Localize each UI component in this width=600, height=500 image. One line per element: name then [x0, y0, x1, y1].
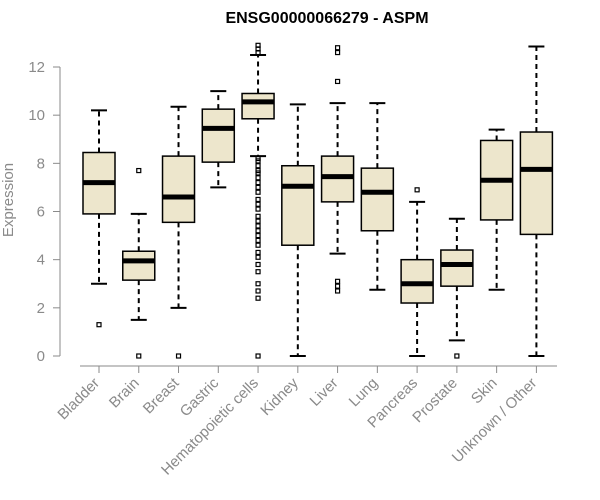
y-tick-label: 6	[37, 204, 45, 221]
outlier-point	[255, 170, 261, 176]
outlier-point	[334, 49, 341, 56]
outlier-point	[255, 281, 261, 287]
x-tick-label: Breast	[140, 374, 183, 417]
box-bladder	[82, 109, 116, 328]
box-brain	[122, 167, 156, 359]
outlier-point	[334, 283, 341, 289]
box-skin	[479, 128, 514, 291]
x-tick-label: Liver	[307, 375, 342, 410]
boxes-group	[82, 42, 554, 359]
iqr-box	[161, 155, 196, 224]
outlier-point	[255, 232, 261, 239]
outlier-point	[334, 278, 341, 284]
box-kidney	[281, 103, 315, 357]
outlier-point	[255, 184, 261, 191]
iqr-box	[519, 131, 554, 236]
box-breast	[161, 105, 196, 359]
outlier-point	[255, 353, 261, 359]
outlier-point	[255, 288, 261, 294]
x-tick-label: Skin	[468, 375, 501, 408]
outlier-point	[255, 295, 261, 301]
outlier-point	[255, 218, 261, 224]
x-tick-label: Lung	[346, 375, 382, 411]
outlier-point	[255, 237, 261, 243]
box-prostate	[440, 217, 474, 359]
iqr-box	[122, 250, 156, 281]
outlier-point	[255, 201, 261, 207]
chart-title: ENSG00000066279 - ASPM	[225, 10, 428, 27]
y-tick-label: 10	[28, 107, 45, 124]
x-tick-label: Brain	[106, 375, 143, 412]
iqr-box	[440, 249, 474, 287]
outlier-point	[255, 189, 261, 195]
outlier-point	[255, 213, 261, 219]
outlier-point	[255, 158, 261, 164]
outlier-point	[175, 353, 182, 359]
iqr-box	[241, 92, 275, 120]
box-liver	[320, 45, 355, 294]
x-tick-label: Kidney	[257, 374, 302, 419]
outlier-point	[136, 167, 142, 174]
outlier-point	[255, 223, 261, 229]
iqr-box	[360, 167, 395, 232]
outlier-point	[255, 180, 261, 186]
outlier-point	[255, 261, 261, 268]
y-axis-label: Expression	[0, 163, 17, 237]
box-hematopoietic-cells	[241, 42, 275, 359]
x-tick-label: Prostate	[409, 375, 461, 427]
outlier-point	[334, 78, 341, 85]
outlier-point	[96, 322, 102, 328]
outlier-point	[454, 353, 460, 359]
outlier-point	[255, 163, 261, 169]
outlier-point	[414, 187, 420, 193]
y-tick-label: 2	[37, 300, 45, 317]
y-tick-label: 8	[37, 155, 45, 172]
outlier-point	[255, 49, 261, 56]
outlier-point	[255, 196, 261, 203]
y-tick-label: 4	[37, 252, 45, 269]
y-tick-label: 12	[28, 59, 45, 76]
y-ticks-group: 0 2 4 6 8 10 12	[28, 59, 60, 365]
iqr-box	[281, 164, 315, 246]
x-tick-label: Bladder	[54, 375, 103, 424]
outlier-point	[255, 242, 261, 248]
outlier-point	[255, 249, 261, 256]
box-pancreas	[400, 187, 434, 357]
outlier-point	[255, 228, 261, 234]
y-tick-label: 0	[37, 348, 45, 365]
outlier-point	[334, 45, 341, 51]
box-lung	[360, 102, 395, 291]
outlier-point	[255, 175, 261, 181]
iqr-box	[201, 108, 236, 163]
outlier-point	[136, 353, 142, 359]
outlier-point	[255, 269, 261, 275]
outlier-point	[334, 288, 341, 294]
box-gastric	[201, 90, 236, 189]
outlier-point	[255, 206, 261, 212]
box-unknown-other	[519, 45, 554, 357]
outlier-point	[255, 254, 261, 260]
